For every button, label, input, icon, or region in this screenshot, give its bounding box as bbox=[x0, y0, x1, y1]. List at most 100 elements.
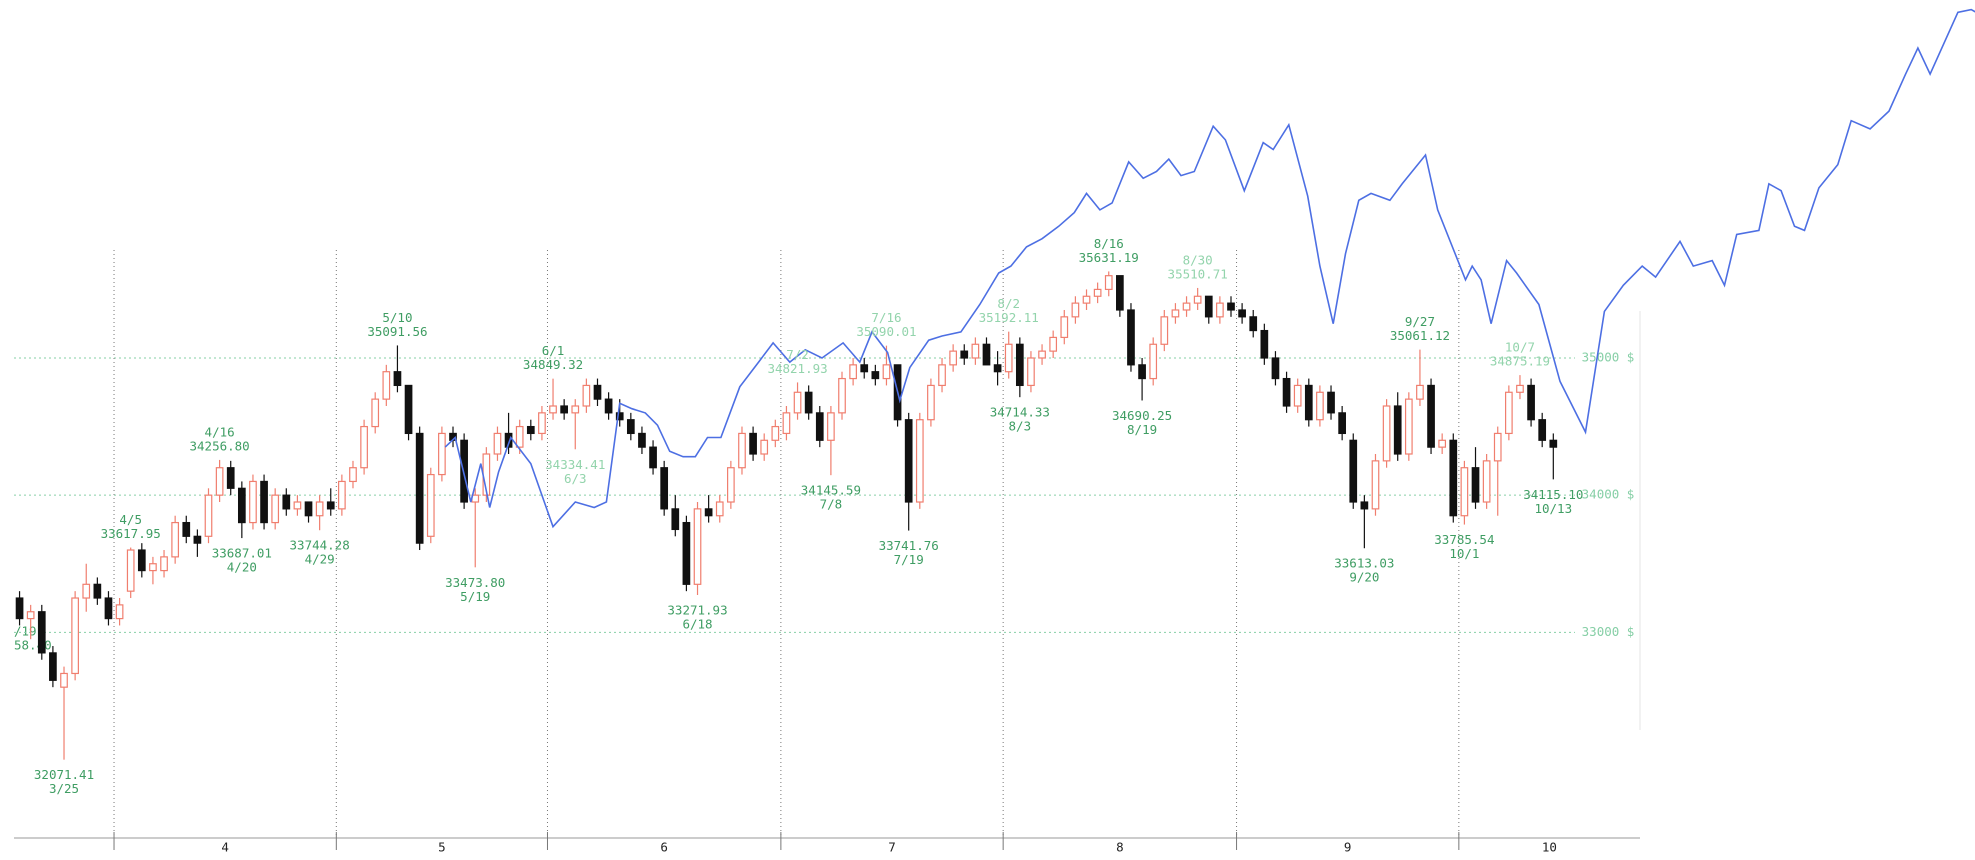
candle-body bbox=[15, 597, 24, 620]
annotation-value: 35090.01 bbox=[856, 324, 916, 339]
overlay-line bbox=[444, 8, 1975, 529]
candle-body bbox=[838, 377, 846, 414]
candle-body bbox=[904, 419, 913, 503]
annotation-value: 34714.33 bbox=[990, 405, 1050, 420]
candle-body bbox=[1493, 432, 1502, 462]
candle-body bbox=[1327, 391, 1335, 414]
candle-body bbox=[526, 425, 535, 435]
candle-body bbox=[827, 412, 835, 441]
candle-body bbox=[93, 583, 102, 599]
candle-body bbox=[137, 549, 146, 572]
annotation-date: 3/25 bbox=[49, 781, 79, 796]
annotation-value: 34145.59 bbox=[801, 483, 861, 498]
candle-body bbox=[727, 467, 735, 503]
candle-body bbox=[415, 432, 424, 544]
candle-body bbox=[49, 652, 57, 681]
candle-body bbox=[1116, 275, 1124, 311]
candle-body bbox=[971, 343, 980, 359]
annotation-date: 9/20 bbox=[1349, 570, 1379, 585]
candle-body bbox=[1060, 316, 1069, 339]
candle-body bbox=[915, 419, 924, 503]
candle-body bbox=[1349, 439, 1358, 503]
annotation-date: 10/13 bbox=[1534, 501, 1572, 516]
candle-body bbox=[549, 405, 557, 414]
candle-body bbox=[1216, 302, 1224, 318]
candle-body bbox=[938, 364, 946, 387]
candle-body bbox=[1249, 316, 1258, 332]
annotation-date: 7/2 bbox=[786, 347, 809, 362]
annotation-date: 8/2 bbox=[997, 296, 1020, 311]
candle-body bbox=[749, 432, 757, 455]
candle-body bbox=[1071, 302, 1080, 318]
x-tick-label: 7 bbox=[888, 840, 896, 855]
annotation-date: 7/16 bbox=[871, 310, 901, 325]
candle-body bbox=[393, 371, 402, 387]
candle-body bbox=[782, 412, 791, 435]
annotation-date: 7/8 bbox=[820, 497, 843, 512]
annotation-value: 35631.19 bbox=[1079, 250, 1139, 265]
candle-body bbox=[60, 672, 68, 688]
candle-body bbox=[1316, 391, 1324, 421]
candle-body bbox=[237, 487, 246, 524]
candle-body bbox=[1482, 460, 1491, 503]
candle-body bbox=[182, 521, 191, 537]
candle-body bbox=[804, 391, 813, 414]
candle-body bbox=[815, 412, 824, 441]
candle-body bbox=[104, 597, 113, 620]
annotation-value: 35192.11 bbox=[979, 310, 1039, 325]
candle-body bbox=[215, 467, 224, 496]
annotation-date: 5/10 bbox=[382, 310, 412, 325]
candle-body bbox=[1393, 405, 1402, 455]
annotation-date: 6/18 bbox=[682, 617, 712, 632]
annotation-value: 32071.41 bbox=[34, 767, 94, 782]
candle-body bbox=[949, 350, 957, 366]
candle-body bbox=[771, 425, 780, 441]
candle-body bbox=[1382, 405, 1391, 462]
candle-body bbox=[1505, 391, 1513, 435]
x-tick-label: 4 bbox=[221, 840, 229, 855]
annotation-value: 33613.03 bbox=[1334, 556, 1394, 571]
candle-body bbox=[1304, 384, 1313, 421]
candle-body bbox=[1204, 295, 1213, 318]
candle-body bbox=[682, 521, 691, 585]
candle-body bbox=[1282, 377, 1291, 407]
annotation-date: 10/1 bbox=[1449, 546, 1479, 561]
annotation-date: 4/20 bbox=[227, 560, 257, 575]
candle-body bbox=[326, 501, 335, 510]
candle-body bbox=[1015, 343, 1024, 387]
candle-body bbox=[282, 494, 291, 510]
annotation-value: 33617.95 bbox=[101, 526, 161, 541]
candle-body bbox=[615, 412, 624, 421]
candle-body bbox=[271, 494, 280, 524]
annotation-value: 35061.12 bbox=[1390, 328, 1450, 343]
candle-body bbox=[371, 398, 380, 428]
candle-body bbox=[1227, 302, 1235, 311]
candle-body bbox=[860, 364, 869, 373]
candle-body bbox=[1182, 302, 1191, 311]
annotation-value: 35091.56 bbox=[367, 324, 427, 339]
candle-body bbox=[26, 611, 35, 620]
candle-body bbox=[649, 446, 657, 469]
candle-body bbox=[1449, 439, 1458, 517]
candle-body bbox=[249, 480, 257, 524]
candle-body bbox=[1104, 275, 1113, 291]
candle-body bbox=[515, 425, 524, 448]
candle-body bbox=[504, 432, 513, 448]
candle-body bbox=[1516, 384, 1524, 393]
candle-body bbox=[1004, 343, 1013, 373]
candle-body bbox=[193, 535, 202, 544]
candle-body bbox=[1371, 460, 1380, 510]
candle-body bbox=[360, 425, 368, 469]
candle-body bbox=[871, 371, 880, 380]
annotation-date: 8/19 bbox=[1127, 422, 1157, 437]
candle-body bbox=[1338, 412, 1346, 435]
y-tick-label: 34000 $ bbox=[1582, 487, 1635, 502]
candle-body bbox=[1193, 295, 1202, 304]
y-tick-label: 35000 $ bbox=[1582, 349, 1635, 364]
annotation-value: 33744.28 bbox=[290, 538, 350, 553]
annotation-date: 5/19 bbox=[460, 589, 490, 604]
annotation-date: 7/19 bbox=[894, 552, 924, 567]
